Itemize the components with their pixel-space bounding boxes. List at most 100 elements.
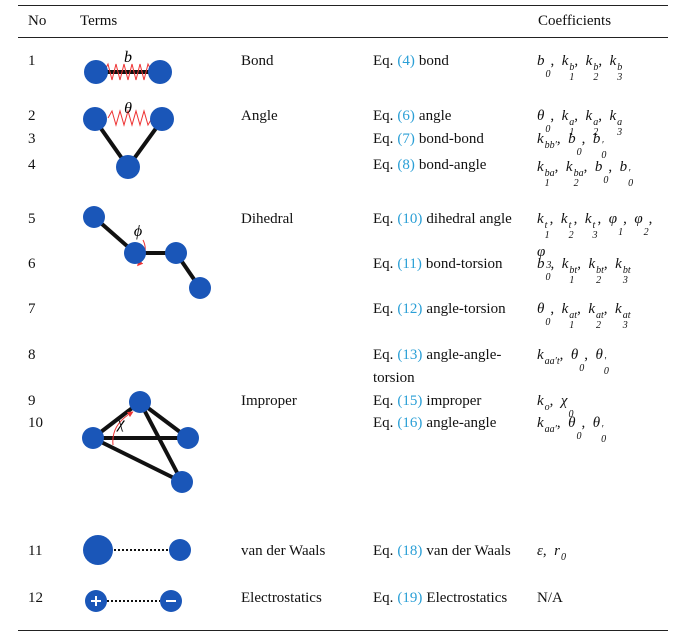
subscript: 0 — [579, 364, 584, 374]
spacer — [545, 367, 560, 377]
coefficient: kb1, — [562, 53, 582, 69]
scripts: aa′ — [545, 425, 557, 445]
symbol: N/A — [537, 590, 563, 606]
symbol: k — [537, 211, 544, 227]
coefficient: θ′0 — [596, 347, 609, 363]
subscript: 1 — [569, 73, 574, 83]
eq-prefix: Eq. — [373, 108, 393, 124]
subscript: 0 — [601, 435, 606, 445]
eq-ref[interactable]: (6) — [397, 108, 415, 124]
coefficient: kbb′, — [537, 131, 564, 147]
eq-ref[interactable]: (7) — [397, 131, 415, 147]
row-number: 4 — [28, 154, 36, 177]
symbol: k — [562, 108, 569, 124]
dotted — [107, 550, 168, 601]
coefficient: θ0, — [537, 301, 558, 317]
eq-text: angle-torsion — [426, 301, 505, 317]
symbol: b — [620, 159, 628, 175]
separator: , — [557, 415, 565, 431]
row-number: 3 — [28, 128, 36, 151]
eq-text: bond-angle — [419, 157, 486, 173]
coefficient: b′0 — [620, 159, 634, 175]
eq-ref[interactable]: (19) — [397, 590, 422, 606]
eq-prefix: Eq. — [373, 543, 393, 559]
coefficients: ε, r0 — [537, 540, 672, 573]
spacer — [561, 563, 566, 573]
subscript: 0 — [576, 432, 581, 442]
eq-text: dihedral angle — [426, 211, 511, 227]
symbol: k — [562, 53, 569, 69]
scripts: ba1 — [545, 169, 555, 189]
subscript: 2 — [596, 276, 604, 286]
coefficient: ka3 — [609, 108, 622, 124]
separator: , — [584, 159, 592, 175]
subscript: 3 — [623, 321, 631, 331]
eq-ref[interactable]: (15) — [397, 393, 422, 409]
scripts: at1 — [569, 311, 577, 331]
eq-ref[interactable]: (8) — [397, 157, 415, 173]
eq-text: van der Waals — [426, 543, 510, 559]
row-number: 6 — [28, 253, 36, 276]
equation: Eq.(18)van der Waals — [373, 540, 523, 563]
separator: , — [604, 301, 612, 317]
subscript: 0 — [628, 179, 633, 189]
symbol: θ — [537, 108, 544, 124]
separator: , — [550, 301, 558, 317]
eq-ref[interactable]: (12) — [397, 301, 422, 317]
eq-ref[interactable]: (13) — [397, 347, 422, 363]
separator: , — [623, 211, 631, 227]
row-number: 11 — [28, 540, 42, 563]
coefficients: N/A — [537, 587, 672, 610]
coefficient: b0, — [568, 131, 589, 147]
scripts: b3 — [617, 63, 622, 83]
subscript: 1 — [569, 321, 577, 331]
eq-ref[interactable]: (11) — [397, 256, 421, 272]
eq-prefix: Eq. — [373, 415, 393, 431]
coefficient: kaa′, — [537, 415, 564, 431]
separator: , — [598, 53, 606, 69]
eq-ref[interactable]: (10) — [397, 211, 422, 227]
symbol: b — [593, 131, 601, 147]
eq-ref[interactable]: (16) — [397, 415, 422, 431]
eq-text: angle-angle — [426, 415, 496, 431]
term: van der Waals — [241, 540, 351, 563]
superscript: 0 — [561, 553, 566, 563]
eq-ref[interactable]: (18) — [397, 543, 422, 559]
coefficients: kaa′t, θ0, θ′0 — [537, 344, 672, 377]
coefficient: kbt2, — [588, 256, 611, 272]
eq-text: angle — [419, 108, 451, 124]
scripts: ′0 — [601, 425, 606, 445]
symbol: θ — [571, 347, 578, 363]
equation: Eq.(19)Electrostatics — [373, 587, 523, 610]
coefficient: b0, — [537, 256, 558, 272]
subscript: 3 — [593, 231, 598, 241]
symbol: k — [615, 301, 622, 317]
separator: , — [550, 393, 558, 409]
symbol: k — [609, 108, 616, 124]
subscript: 0 — [546, 273, 551, 283]
eq-text: improper — [426, 393, 481, 409]
eq-prefix: Eq. — [373, 131, 393, 147]
coefficient: kat1, — [562, 301, 585, 317]
coefficient: ka1, — [562, 108, 582, 124]
term: Bond — [241, 50, 351, 73]
term: Electrostatics — [241, 587, 351, 610]
eq-prefix: Eq. — [373, 211, 393, 227]
symbol: k — [588, 256, 595, 272]
separator: , — [582, 131, 590, 147]
coefficient: θ′0 — [593, 415, 606, 431]
subscript: 0 — [603, 176, 608, 186]
eq-ref[interactable]: (4) — [397, 53, 415, 69]
row-number: 2 — [28, 105, 36, 128]
eq-text: bond — [419, 53, 449, 69]
separator: , — [649, 211, 657, 227]
row-number: 1 — [28, 50, 36, 73]
